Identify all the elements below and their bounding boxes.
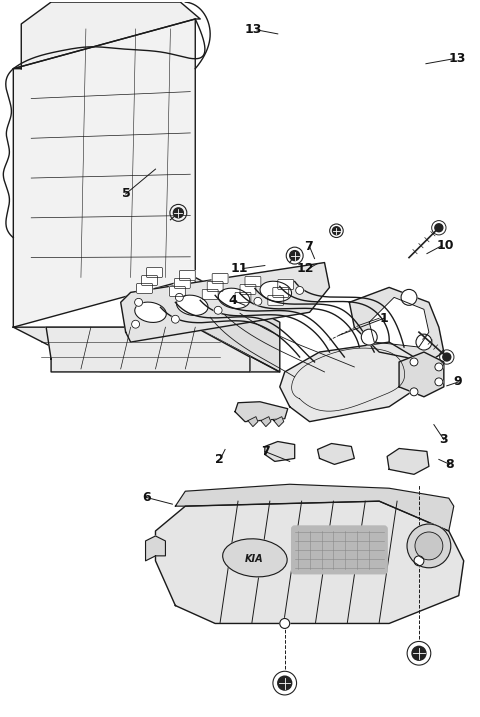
Circle shape <box>415 532 443 560</box>
Circle shape <box>435 378 443 386</box>
Text: 3: 3 <box>439 433 447 446</box>
Text: 9: 9 <box>454 376 462 389</box>
FancyBboxPatch shape <box>169 286 185 296</box>
Circle shape <box>361 329 377 345</box>
FancyBboxPatch shape <box>146 267 162 277</box>
FancyBboxPatch shape <box>180 270 195 280</box>
Text: 7: 7 <box>261 445 270 458</box>
Polygon shape <box>13 327 280 372</box>
FancyBboxPatch shape <box>235 293 251 303</box>
Ellipse shape <box>135 302 166 323</box>
Polygon shape <box>369 298 429 347</box>
Circle shape <box>290 251 300 260</box>
Circle shape <box>214 306 222 314</box>
FancyBboxPatch shape <box>174 278 190 288</box>
Circle shape <box>435 224 443 232</box>
FancyBboxPatch shape <box>137 283 153 293</box>
Circle shape <box>296 286 304 295</box>
Circle shape <box>443 353 451 361</box>
FancyBboxPatch shape <box>240 285 256 295</box>
Text: 10: 10 <box>437 239 455 252</box>
Text: 11: 11 <box>230 262 248 275</box>
Circle shape <box>407 524 451 568</box>
Circle shape <box>401 290 417 305</box>
Ellipse shape <box>177 295 208 315</box>
Polygon shape <box>195 277 280 372</box>
Text: 13: 13 <box>244 24 262 37</box>
Text: 4: 4 <box>228 294 237 307</box>
Polygon shape <box>349 288 444 362</box>
FancyBboxPatch shape <box>202 290 218 299</box>
Circle shape <box>412 646 426 660</box>
Polygon shape <box>399 352 444 397</box>
Polygon shape <box>235 402 288 422</box>
FancyBboxPatch shape <box>292 526 387 574</box>
Polygon shape <box>156 501 464 624</box>
Circle shape <box>175 293 183 301</box>
Polygon shape <box>13 19 195 327</box>
Polygon shape <box>318 444 354 465</box>
Ellipse shape <box>223 538 287 577</box>
Circle shape <box>134 298 143 306</box>
FancyBboxPatch shape <box>142 275 157 285</box>
Text: 5: 5 <box>122 187 131 201</box>
FancyBboxPatch shape <box>273 288 288 298</box>
Circle shape <box>254 298 262 305</box>
Polygon shape <box>387 448 429 475</box>
Polygon shape <box>280 342 419 422</box>
Polygon shape <box>248 417 258 427</box>
Circle shape <box>173 208 183 218</box>
Ellipse shape <box>218 288 250 308</box>
Circle shape <box>414 556 424 566</box>
Polygon shape <box>274 417 284 427</box>
FancyBboxPatch shape <box>268 295 284 305</box>
Text: KIA: KIA <box>245 554 263 564</box>
Circle shape <box>410 388 418 396</box>
Circle shape <box>333 227 340 234</box>
Circle shape <box>410 358 418 366</box>
Text: 1: 1 <box>379 312 388 325</box>
FancyBboxPatch shape <box>245 277 261 286</box>
Polygon shape <box>175 484 454 531</box>
Text: 12: 12 <box>296 262 313 275</box>
Text: 6: 6 <box>142 490 151 504</box>
Polygon shape <box>13 2 200 69</box>
Text: 7: 7 <box>305 240 313 253</box>
Circle shape <box>171 315 180 323</box>
Circle shape <box>278 676 292 690</box>
Text: 2: 2 <box>215 453 224 466</box>
Polygon shape <box>261 417 271 427</box>
Text: 8: 8 <box>445 458 454 471</box>
Polygon shape <box>265 442 295 462</box>
Polygon shape <box>120 262 329 342</box>
FancyBboxPatch shape <box>212 273 228 283</box>
FancyBboxPatch shape <box>278 280 294 290</box>
Circle shape <box>280 619 290 628</box>
Circle shape <box>435 363 443 371</box>
Text: 13: 13 <box>449 52 466 65</box>
FancyBboxPatch shape <box>207 282 223 291</box>
Polygon shape <box>46 327 250 372</box>
Polygon shape <box>145 536 166 561</box>
Ellipse shape <box>260 281 291 302</box>
Circle shape <box>132 320 140 328</box>
Circle shape <box>416 334 432 350</box>
